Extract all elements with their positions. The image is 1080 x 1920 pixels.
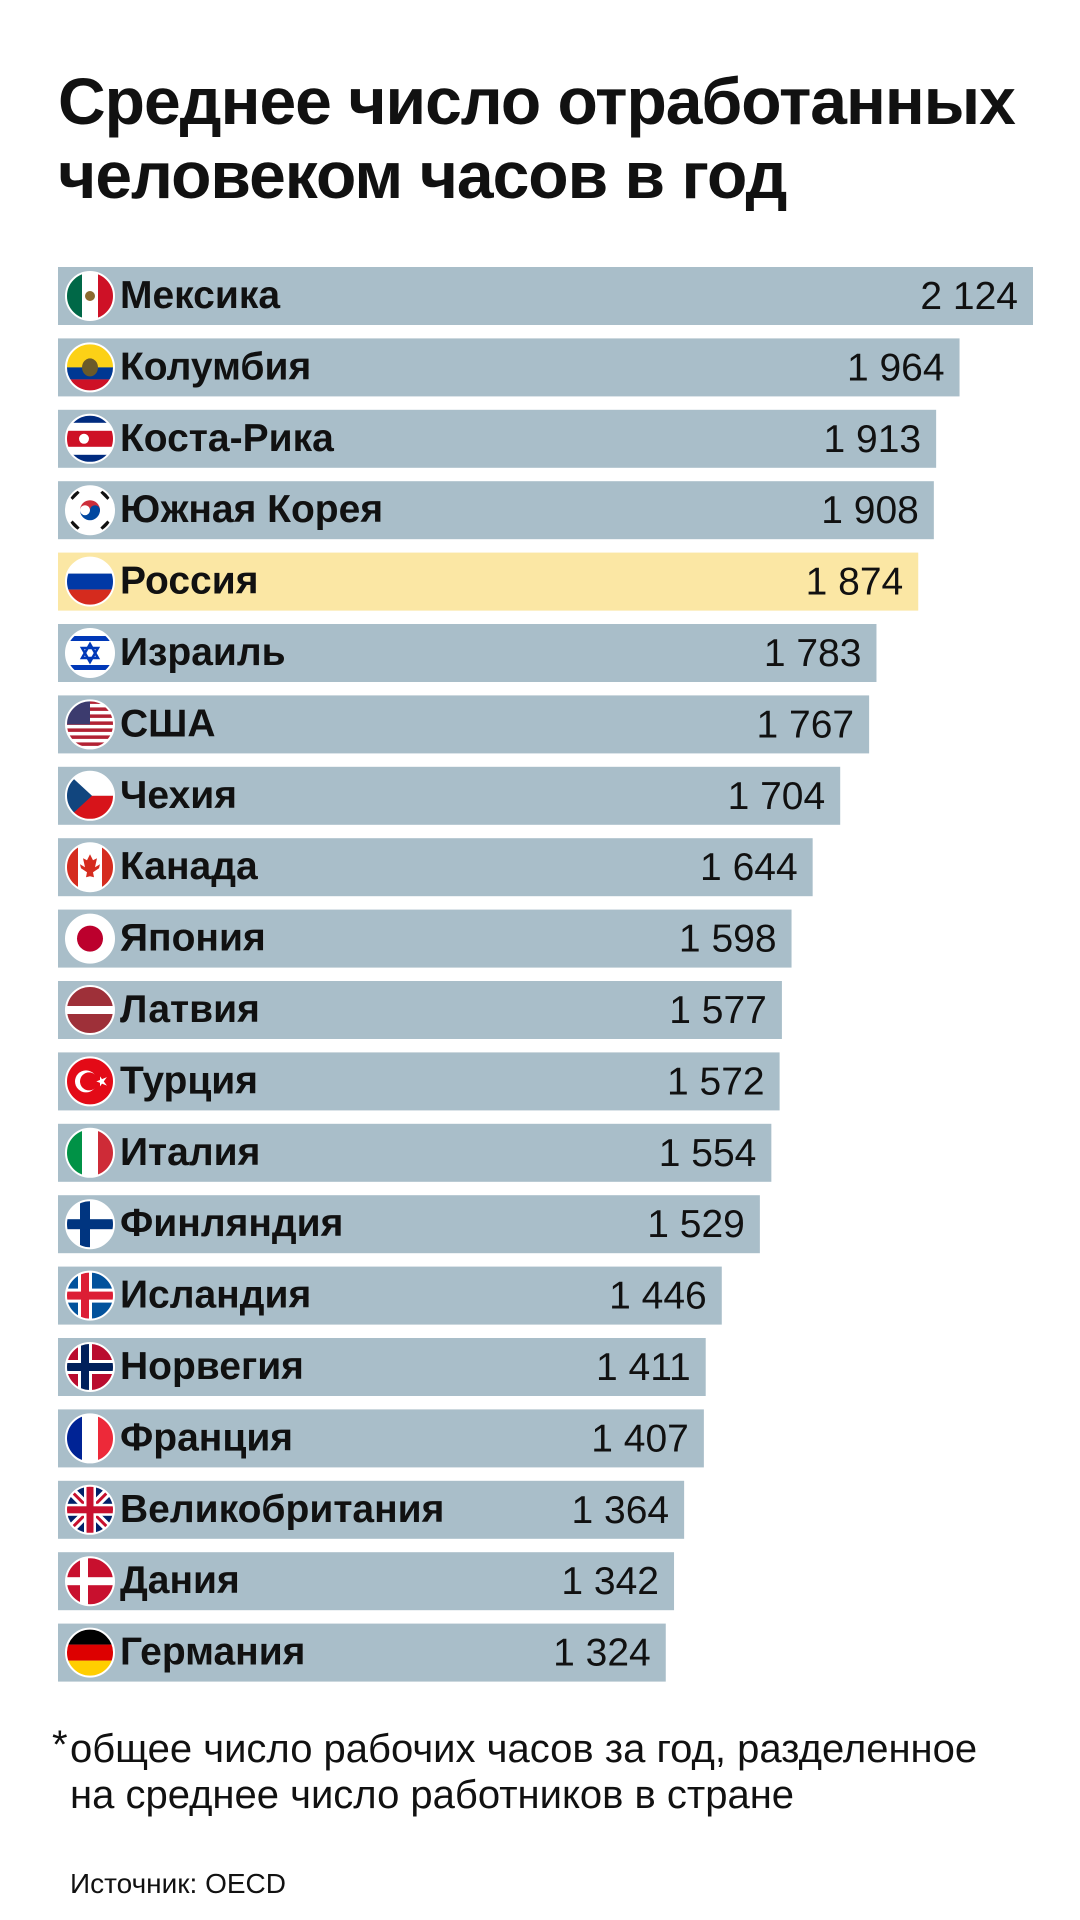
footnote-marker: * (52, 1723, 68, 1767)
bar (58, 1480, 685, 1539)
finland-flag-icon (66, 1200, 114, 1249)
bar (58, 267, 1033, 325)
category-label: Коста-Рика (120, 417, 334, 460)
value-label: 1 767 (757, 703, 855, 746)
bar (58, 1052, 780, 1111)
category-label: США (120, 702, 216, 745)
latvia-flag-icon (66, 986, 114, 1034)
chart-title: Среднее число отработанных человеком час… (58, 64, 1016, 212)
bar (58, 1409, 704, 1468)
category-label: Израиль (120, 631, 286, 674)
bar-row: Дания 1 342 (58, 1552, 675, 1611)
bar-row: США 1 767 (58, 695, 870, 754)
category-label: Чехия (120, 774, 237, 817)
value-label: 2 124 (920, 275, 1018, 318)
costa-rica-flag-icon (66, 414, 114, 463)
south-korea-flag-icon (66, 486, 114, 535)
bar (58, 1266, 722, 1325)
bar-row: Финляндия 1 529 (58, 1195, 760, 1254)
value-label: 1 364 (572, 1489, 670, 1532)
category-label: Франция (120, 1416, 293, 1459)
bar (58, 624, 877, 682)
bar-row: Чехия 1 704 (58, 766, 841, 825)
bar-row: Латвия 1 577 (58, 981, 782, 1039)
value-label: 1 644 (700, 846, 798, 889)
category-label: Колумбия (120, 345, 311, 388)
category-label: Исландия (120, 1274, 311, 1317)
norway-flag-icon (66, 1343, 114, 1391)
value-label: 1 407 (591, 1417, 689, 1460)
category-label: Дания (120, 1559, 240, 1602)
category-label: Россия (120, 560, 258, 603)
bar-chart: Мексика 2 124 Колумбия 1 964 Коста-Рика 1 913… (58, 267, 1033, 1682)
category-label: Италия (120, 1131, 260, 1174)
bar-row: Южная Корея 1 908 (58, 481, 934, 540)
bar-row: Россия 1 874 (58, 552, 919, 611)
bar-row: Япония 1 598 (58, 909, 792, 968)
bar-row: Мексика 2 124 (58, 267, 1033, 325)
bar (58, 338, 960, 397)
bar-row: Великобритания 1 364 (58, 1480, 685, 1539)
value-label: 1 704 (728, 775, 826, 818)
bar-row: Колумбия 1 964 (58, 338, 960, 397)
value-label: 1 342 (561, 1560, 659, 1603)
category-label: Япония (120, 917, 266, 960)
bar (58, 1552, 675, 1611)
iceland-flag-icon (66, 1271, 114, 1320)
category-label: Германия (120, 1631, 305, 1674)
bar-row: Италия 1 554 (58, 1123, 772, 1182)
category-label: Латвия (120, 988, 260, 1031)
turkey-flag-icon (66, 1057, 114, 1106)
value-label: 1 529 (647, 1203, 745, 1246)
value-label: 1 411 (596, 1346, 691, 1389)
japan-flag-icon (66, 914, 114, 963)
bar-row: Израиль 1 783 (58, 624, 877, 682)
bar (58, 1623, 666, 1682)
bar (58, 1338, 706, 1396)
value-label: 1 874 (806, 561, 904, 604)
category-label: Канада (120, 845, 258, 888)
value-label: 1 324 (553, 1632, 651, 1675)
value-label: 1 964 (847, 346, 945, 389)
value-label: 1 577 (669, 989, 767, 1032)
value-label: 1 446 (609, 1275, 707, 1318)
israel-flag-icon (66, 629, 114, 677)
value-label: 1 913 (824, 418, 922, 461)
footnote-line-1: общее число рабочих часов за год, раздел… (70, 1727, 978, 1771)
bar (58, 481, 934, 540)
category-label: Турция (120, 1059, 258, 1102)
bar-row: Канада 1 644 (58, 838, 813, 897)
bar-row: Исландия 1 446 (58, 1266, 722, 1325)
category-label: Норвегия (120, 1345, 304, 1388)
bar-row: Турция 1 572 (58, 1052, 780, 1111)
bar (58, 409, 937, 468)
category-label: Великобритания (120, 1488, 444, 1531)
category-label: Мексика (120, 274, 280, 317)
bar (58, 1195, 760, 1254)
footnote: * общее число рабочих часов за год, разд… (52, 1723, 1052, 1818)
bar-row: Коста-Рика 1 913 (58, 409, 937, 468)
bar (58, 1123, 772, 1182)
bar (58, 838, 813, 897)
bar (58, 909, 792, 968)
bar-row: Норвегия 1 411 (58, 1338, 706, 1396)
value-label: 1 554 (659, 1132, 757, 1175)
value-label: 1 908 (821, 489, 919, 532)
bar-row: Франция 1 407 (58, 1409, 704, 1468)
category-label: Финляндия (120, 1202, 343, 1245)
bar-row: Германия 1 324 (58, 1623, 666, 1682)
value-label: 1 598 (679, 918, 777, 961)
bar (58, 766, 841, 825)
footnote-line-2: на среднее число работников в стране (70, 1773, 795, 1817)
source-label: Источник: OECD (70, 1868, 286, 1899)
usa-flag-icon (66, 700, 114, 749)
category-label: Южная Корея (120, 488, 383, 531)
value-label: 1 783 (764, 632, 862, 675)
value-label: 1 572 (667, 1060, 765, 1103)
bar (58, 552, 919, 611)
bar (58, 981, 782, 1039)
denmark-flag-icon (66, 1557, 114, 1606)
bar (58, 695, 870, 754)
